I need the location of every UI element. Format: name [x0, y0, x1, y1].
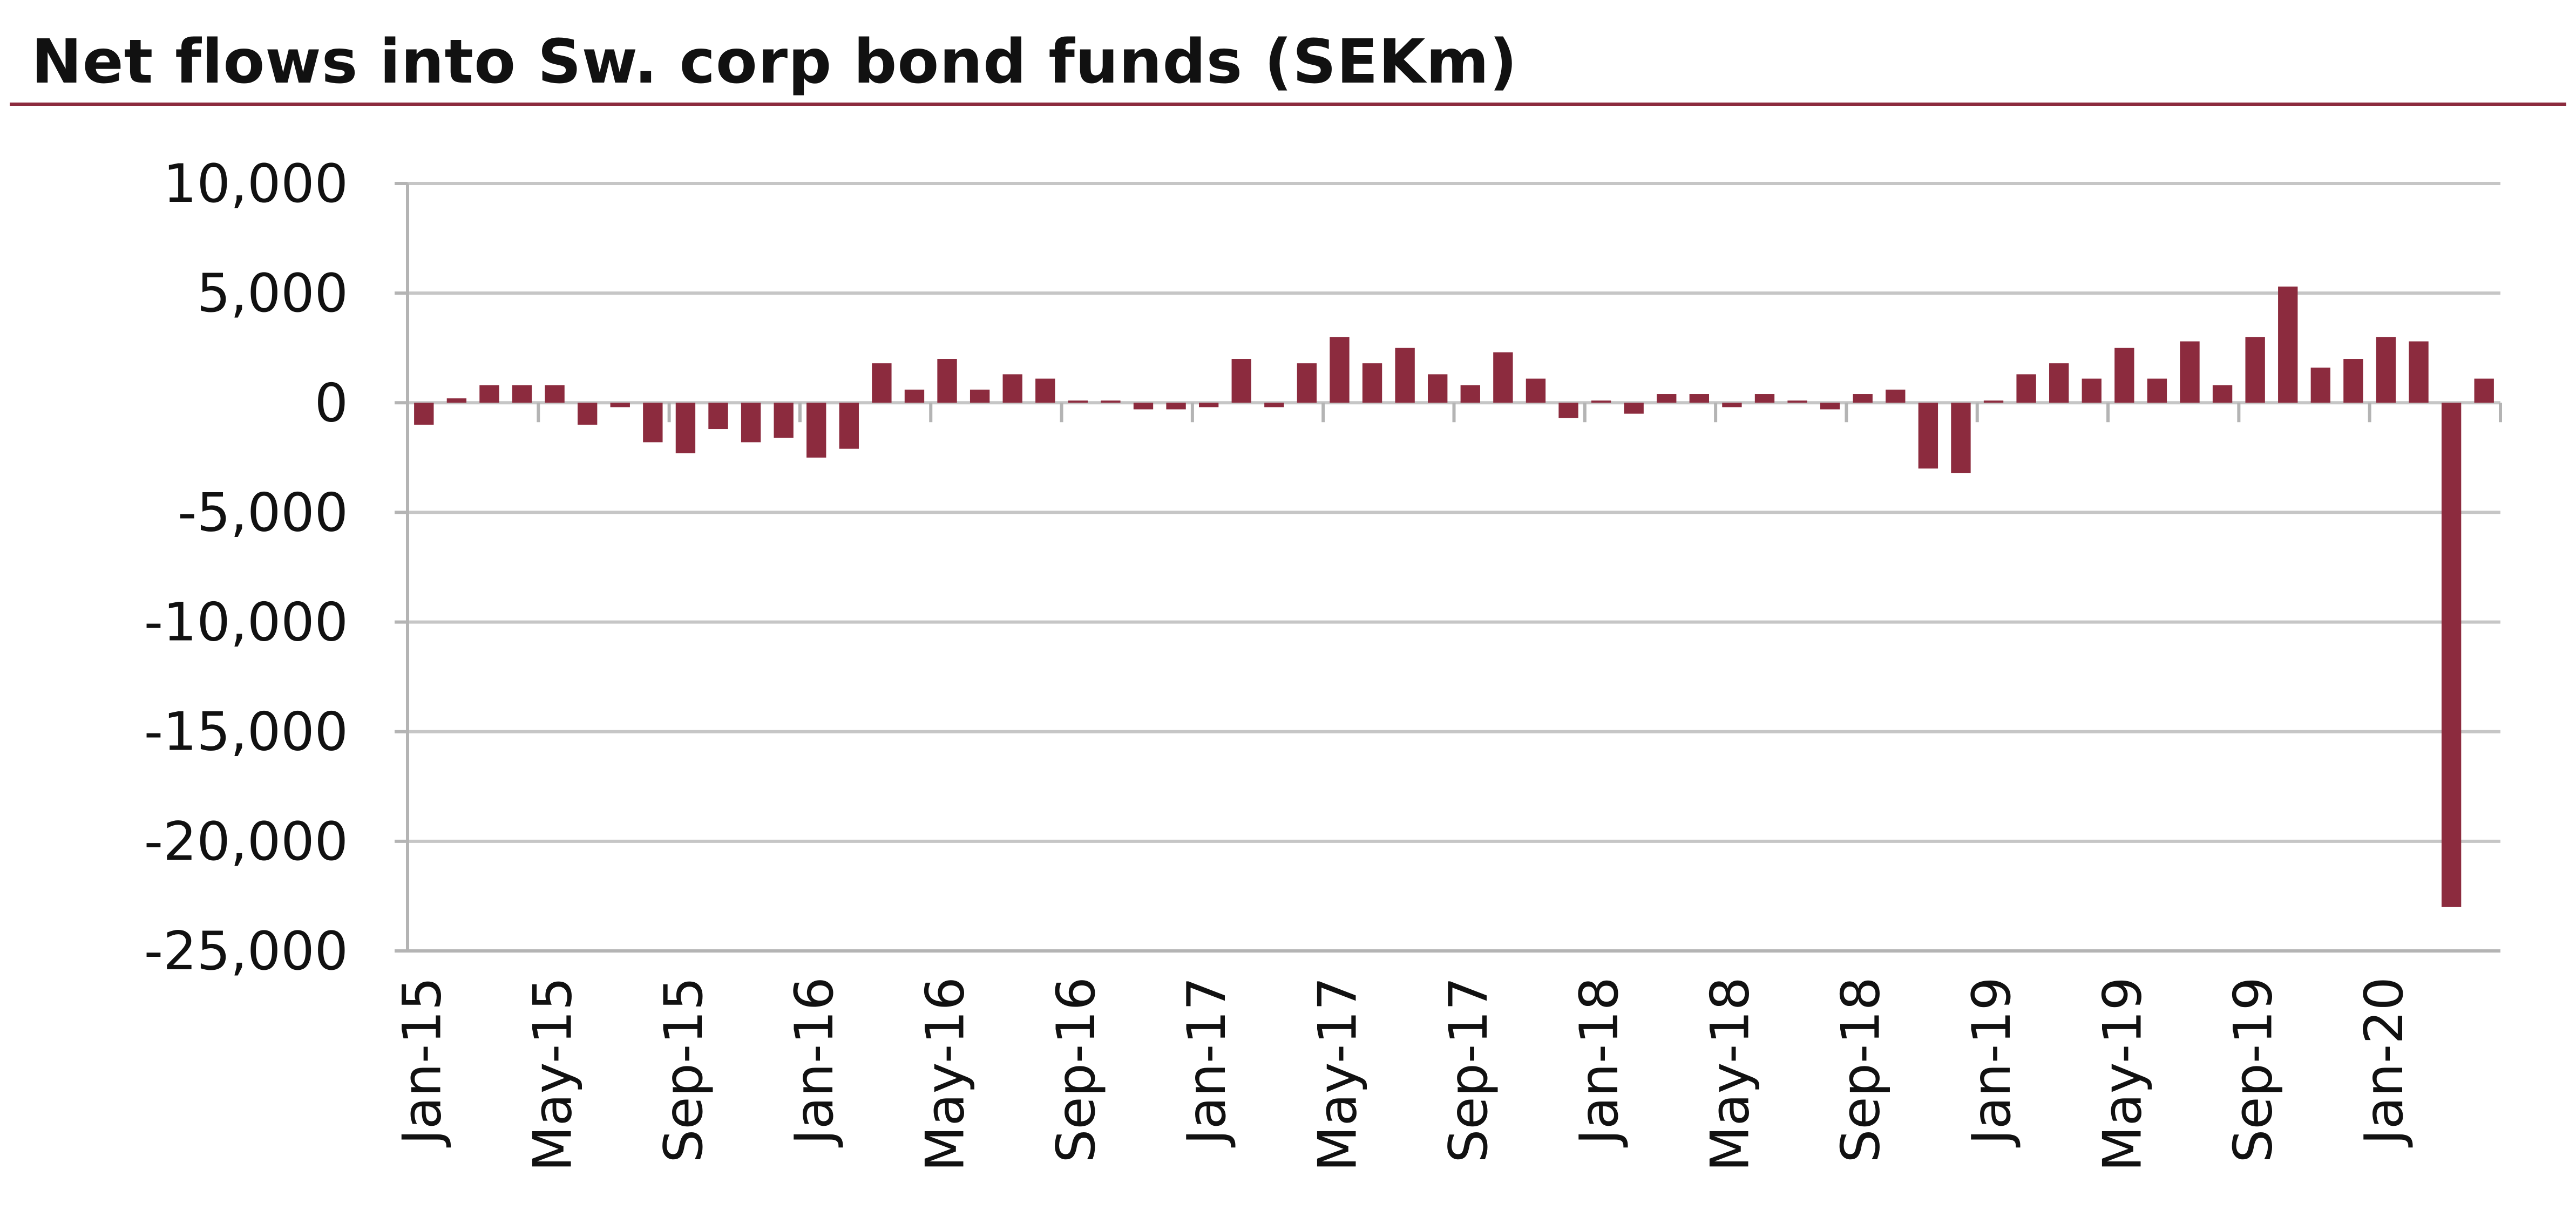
bar-apr-20 [2474, 378, 2494, 403]
x-tick-label: Sep-18 [1831, 977, 1892, 1163]
bar-jun-17 [1362, 363, 1382, 403]
bar-jan-20 [2376, 337, 2396, 403]
bar-may-19 [2114, 348, 2134, 403]
bar-sep-18 [1853, 394, 1873, 403]
bar-sep-17 [1460, 385, 1480, 403]
title-rule [10, 103, 2566, 106]
y-tick-label: -20,000 [144, 811, 348, 873]
chart-title: Net flows into Sw. corp bond funds (SEKm… [31, 27, 1518, 97]
bar-jun-18 [1754, 394, 1775, 403]
bar-jun-16 [970, 389, 990, 403]
bar-oct-16 [1101, 400, 1121, 403]
bar-aug-19 [2212, 385, 2233, 403]
bar-nov-16 [1133, 403, 1154, 410]
bar-oct-15 [708, 403, 728, 430]
bar-apr-18 [1689, 394, 1710, 403]
bar-jul-15 [610, 403, 630, 407]
bar-jul-17 [1395, 348, 1415, 403]
bar-mar-19 [2049, 363, 2069, 403]
bar-mar-20 [2441, 403, 2462, 907]
axes [395, 182, 2502, 953]
bar-jul-19 [2180, 341, 2200, 403]
x-tick-label: Jan-17 [1176, 977, 1238, 1148]
y-tick-label: 0 [315, 372, 348, 434]
x-tick-label: May-18 [1699, 977, 1761, 1172]
bar-sep-16 [1068, 400, 1088, 403]
bar-sep-15 [675, 403, 696, 453]
bar-aug-16 [1035, 378, 1055, 403]
bar-jul-16 [1002, 374, 1022, 403]
y-tick-labels: 10,000 5,000 0 -5,000 -10,000 -15,000 -20,000 -… [144, 153, 348, 982]
bar-dec-17 [1558, 403, 1578, 418]
bar-dec-15 [774, 403, 794, 438]
y-tick-label: 5,000 [196, 263, 348, 324]
bar-dec-18 [1951, 403, 1971, 473]
bar-may-16 [937, 359, 957, 403]
x-tick-label: Jan-18 [1569, 977, 1630, 1148]
y-tick-label: -25,000 [144, 921, 348, 982]
bar-sep-19 [2245, 337, 2265, 403]
bar-feb-15 [446, 398, 467, 403]
x-tick-label: Jan-20 [2354, 977, 2415, 1148]
bar-mar-17 [1264, 403, 1284, 407]
x-tick-label: Sep-17 [1438, 977, 1500, 1163]
bar-may-17 [1330, 337, 1350, 403]
bar-jan-19 [1983, 400, 2004, 403]
bar-mar-18 [1657, 394, 1677, 403]
x-tick-label: Sep-19 [2223, 977, 2284, 1163]
y-tick-label: -5,000 [178, 482, 348, 543]
x-tick-labels: Jan-15 May-15 Sep-15 Jan-16 May-16 Sep-16 Jan-… [391, 977, 2415, 1172]
bar-mar-15 [479, 385, 499, 403]
y-tick-label: 10,000 [163, 153, 348, 215]
bar-apr-19 [2082, 378, 2102, 403]
x-tick-label: Sep-15 [653, 977, 715, 1163]
bar-nov-17 [1526, 378, 1546, 403]
bar-jul-18 [1787, 400, 1807, 403]
bar-oct-18 [1886, 389, 1906, 403]
bar-jun-15 [578, 403, 598, 425]
bar-jan-18 [1591, 400, 1611, 403]
bar-jan-17 [1198, 403, 1219, 407]
bar-nov-19 [2310, 368, 2330, 403]
x-tick-label: May-17 [1307, 977, 1368, 1172]
gridlines [408, 182, 2500, 953]
bar-jan-15 [414, 403, 434, 425]
bar-dec-19 [2343, 359, 2363, 403]
x-tick-label: Sep-16 [1046, 977, 1107, 1163]
bar-jan-16 [806, 403, 826, 458]
bar-feb-19 [2016, 374, 2036, 403]
x-tick-label: Jan-16 [784, 977, 845, 1148]
bar-may-15 [545, 385, 565, 403]
bar-aug-17 [1428, 374, 1448, 403]
bar-feb-20 [2409, 341, 2429, 403]
y-tick-label: -10,000 [144, 592, 348, 654]
bar-mar-16 [872, 363, 892, 403]
bar-apr-17 [1297, 363, 1317, 403]
bar-feb-18 [1624, 403, 1644, 414]
bar-nov-15 [741, 403, 761, 443]
bar-dec-16 [1166, 403, 1186, 410]
bar-aug-15 [643, 403, 663, 443]
x-tick-label: May-15 [523, 977, 584, 1172]
bars [414, 286, 2494, 907]
bar-oct-19 [2278, 286, 2298, 403]
bar-nov-18 [1918, 403, 1938, 469]
bar-apr-16 [904, 389, 925, 403]
bar-oct-17 [1493, 352, 1513, 403]
bar-feb-16 [839, 403, 859, 449]
bar-jun-19 [2147, 378, 2167, 403]
x-tick-label: Jan-15 [391, 977, 453, 1148]
x-tick-label: Jan-19 [1961, 977, 2023, 1148]
x-tick-label: May-19 [2092, 977, 2153, 1172]
x-tick-label: May-16 [915, 977, 977, 1172]
bar-apr-15 [512, 385, 532, 403]
bar-may-18 [1722, 403, 1742, 407]
bar-feb-17 [1231, 359, 1251, 403]
bar-aug-18 [1820, 403, 1840, 410]
y-tick-label: -15,000 [144, 702, 348, 763]
